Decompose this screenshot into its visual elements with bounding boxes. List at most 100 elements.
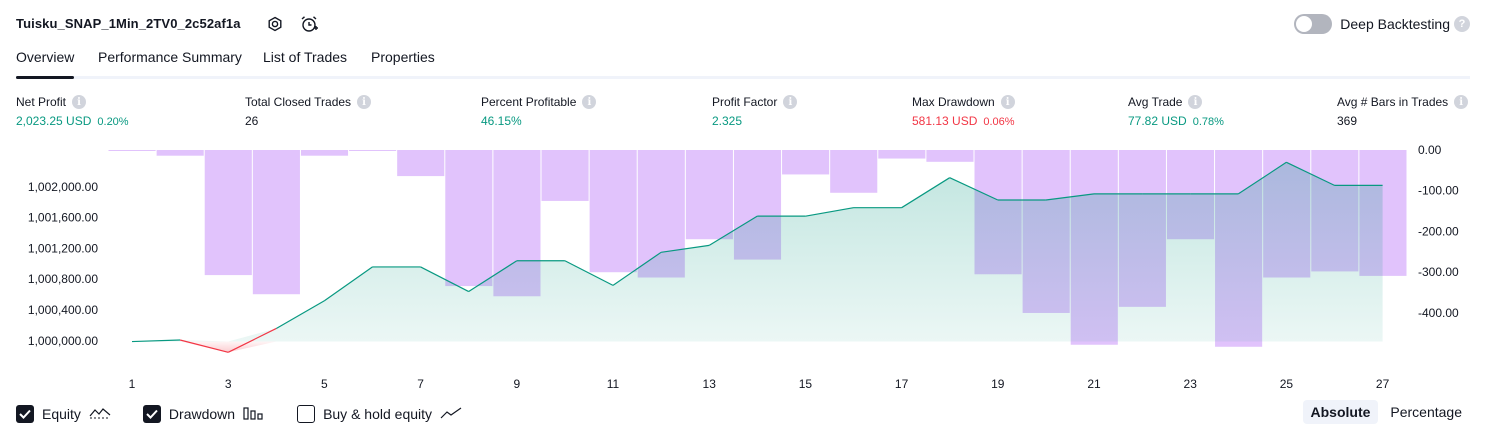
equity-line-segment: [661, 244, 710, 253]
deep-backtesting-label: Deep Backtesting: [1340, 16, 1450, 32]
absolute-button[interactable]: Absolute: [1302, 400, 1379, 424]
metric-value: 2.325: [712, 114, 743, 128]
metric-value: 26: [245, 114, 259, 128]
trade-number-label: 15: [799, 377, 813, 391]
drawdown-bar: [541, 150, 589, 201]
metric-max-drawdown: Max Drawdown i 581.13 USD 0.06%: [912, 94, 1015, 128]
report-tabs: Overview Performance Summary List of Tra…: [16, 46, 1470, 79]
trade-number-label: 23: [1184, 377, 1198, 391]
equity-line-segment: [1045, 193, 1095, 201]
equity-line-segment: [276, 300, 325, 329]
trade-number-label: 11: [607, 377, 620, 391]
metric-value: 369: [1337, 114, 1358, 128]
gear-icon[interactable]: [265, 14, 285, 34]
deep-backtesting-toggle[interactable]: [1294, 14, 1333, 34]
drawdown-bar: [589, 150, 637, 273]
equity-axis-label: 1,000,800.00: [28, 272, 98, 286]
drawdown-checkbox[interactable]: [142, 405, 161, 423]
drawdown-axis-label: -400.00: [1418, 306, 1459, 320]
tab-list-of-trades[interactable]: List of Trades: [263, 49, 348, 65]
equity-line-icon: [89, 406, 111, 423]
alarm-add-icon[interactable]: [299, 14, 319, 34]
info-icon[interactable]: i: [1000, 95, 1015, 109]
info-icon[interactable]: i: [357, 95, 372, 109]
metric-avg-bars-in-trades: Avg # Bars in Trades i 369: [1337, 94, 1469, 128]
equity-series: [131, 161, 1383, 353]
metric-label: Max Drawdown i: [912, 94, 1015, 110]
equity-axis: 1,000,000.00 1,000,400.00 1,000,800.00 1,00…: [28, 180, 98, 348]
metric-net-profit: Net Profit i 2,023.25 USD 0.20%: [16, 94, 129, 128]
equity-line-segment: [564, 260, 614, 286]
equity-line-segment: [612, 251, 662, 286]
drawdown-bar: [830, 150, 878, 193]
equity-axis-label: 1,000,000.00: [28, 334, 98, 348]
metric-value: 2,023.25 USD 0.20%: [16, 114, 129, 128]
percentage-button[interactable]: Percentage: [1390, 404, 1462, 420]
tab-performance-summary[interactable]: Performance Summary: [98, 49, 242, 65]
metric-avg-trade: Avg Trade i 77.82 USD 0.78%: [1128, 94, 1224, 128]
buy-hold-checkbox[interactable]: [297, 405, 316, 423]
metric-label: Profit Factor i: [712, 94, 798, 110]
equity-checkbox[interactable]: [16, 405, 34, 423]
drawdown-bar: [685, 150, 733, 240]
equity-profit-area: [132, 162, 1383, 342]
equity-line-segment: [468, 260, 518, 293]
drawdown-axis-label: -300.00: [1418, 265, 1459, 279]
drawdown-axis-label: -100.00: [1418, 184, 1459, 198]
equity-line-segment: [901, 177, 951, 209]
drawdown-bar: [349, 150, 397, 151]
equity-line-segment: [420, 266, 469, 293]
legend-drawdown-label: Drawdown: [168, 406, 236, 422]
trade-number-label: 13: [703, 377, 717, 391]
metric-profit-factor: Profit Factor i 2.325: [712, 94, 798, 128]
metric-value: 581.13 USD 0.06%: [912, 114, 1015, 128]
drawdown-bar: [782, 150, 830, 175]
equity-line-segment: [324, 266, 373, 302]
drawdown-bars-icon: [243, 406, 265, 423]
metric-label: Avg # Bars in Trades i: [1337, 94, 1469, 110]
equity-line-segment: [805, 207, 854, 217]
toggle-knob: [1296, 16, 1313, 32]
equity-axis-label: 1,001,600.00: [28, 211, 98, 225]
drawdown-bar: [926, 150, 974, 162]
drawdown-bar: [252, 150, 300, 295]
metric-value: 77.82 USD 0.78%: [1128, 114, 1224, 128]
strategy-title: Tuisku_SNAP_1Min_2TV0_2c52af1a: [16, 16, 241, 31]
help-icon[interactable]: ?: [1454, 16, 1470, 32]
equity-drawdown-chart[interactable]: 1,000,000.00 1,000,400.00 1,000,800.00 1,00…: [0, 140, 1486, 395]
legend-buy-hold-label: Buy & hold equity: [323, 406, 433, 422]
trade-number-label: 25: [1280, 377, 1294, 391]
buy-hold-line-icon: [440, 406, 462, 423]
equity-line-segment: [179, 339, 229, 353]
info-icon[interactable]: i: [72, 95, 87, 109]
legend-equity[interactable]: Equity: [16, 405, 111, 423]
drawdown-bar: [445, 150, 493, 287]
trade-number-label: 9: [513, 377, 520, 391]
legend-drawdown[interactable]: Drawdown: [142, 405, 265, 423]
drawdown-axis-label: 0.00: [1418, 143, 1442, 157]
scale-switcher: Absolute Percentage: [1299, 400, 1471, 424]
info-icon[interactable]: i: [582, 95, 597, 109]
trade-number-axis: 1 3 5 7 9 11 13 15 17 19 21 23 25 27: [129, 377, 1390, 391]
info-icon[interactable]: i: [1454, 95, 1469, 109]
metric-value: 46.15%: [481, 114, 522, 128]
report-header: Tuisku_SNAP_1Min_2TV0_2c52af1a Deep Back…: [16, 12, 1470, 36]
equity-line-segment: [949, 177, 999, 201]
equity-line-segment: [1286, 161, 1335, 186]
deep-backtesting-control: Deep Backtesting ?: [1294, 13, 1470, 35]
trade-number-label: 21: [1087, 377, 1101, 391]
trade-number-label: 3: [225, 377, 232, 391]
trade-number-label: 1: [129, 377, 136, 391]
drawdown-axis-label: -200.00: [1418, 224, 1459, 238]
equity-line-segment: [1237, 161, 1287, 195]
metric-label: Avg Trade i: [1128, 94, 1224, 110]
drawdown-bar: [156, 150, 204, 156]
tab-properties[interactable]: Properties: [371, 49, 435, 65]
drawdown-bar: [300, 150, 349, 156]
info-icon[interactable]: i: [1188, 95, 1203, 109]
tab-overview[interactable]: Overview: [16, 49, 75, 79]
legend-buy-hold[interactable]: Buy & hold equity: [297, 405, 462, 423]
drawdown-bar: [204, 150, 252, 276]
info-icon[interactable]: i: [783, 95, 798, 109]
trade-number-label: 27: [1376, 377, 1390, 391]
